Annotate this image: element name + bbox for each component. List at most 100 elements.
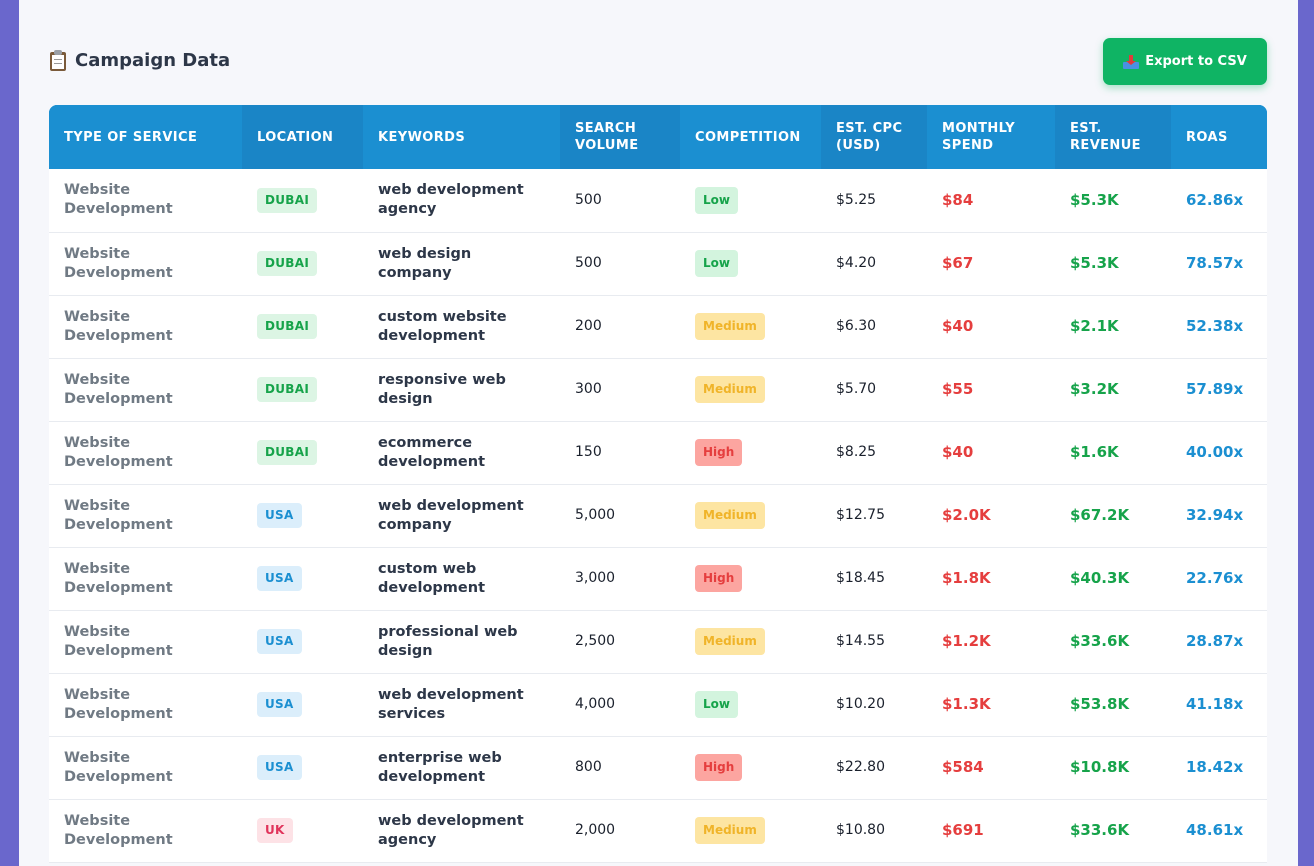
table-header-row: TYPE OF SERVICE LOCATION KEYWORDS SEARCH… [49, 105, 1267, 169]
cell-cpc: $10.80 [836, 822, 885, 838]
cell-location: USA [242, 736, 363, 799]
cell-revenue: $53.8K [1070, 695, 1130, 713]
cell-revenue: $40.3K [1070, 569, 1130, 587]
cell-monthly-spend: $40 [942, 443, 974, 461]
cell-service: Website Development [64, 497, 173, 533]
table-row[interactable]: Website Development UK web development age… [49, 799, 1267, 862]
cell-keyword: responsive web design [378, 371, 506, 407]
cell-roas: 32.94x [1186, 506, 1244, 524]
cell-monthly-spend: $584 [942, 758, 984, 776]
cell-revenue: $33.6K [1070, 821, 1130, 839]
column-header-roas[interactable]: ROAS [1171, 105, 1267, 169]
cell-revenue: $33.6K [1070, 632, 1130, 650]
column-header-search-volume[interactable]: SEARCH VOLUME [560, 105, 680, 169]
cell-competition: Medium [680, 799, 821, 862]
table-row[interactable]: Website Development DUBAI ecommerce develo… [49, 421, 1267, 484]
cell-service: Website Development [64, 182, 173, 218]
cell-location: UK [242, 799, 363, 862]
cell-keyword: web development services [378, 686, 524, 722]
cell-monthly-spend: $40 [942, 317, 974, 335]
table-row[interactable]: Website Development DUBAI custom website d… [49, 295, 1267, 358]
column-header-cpc[interactable]: EST. CPC (USD) [821, 105, 927, 169]
competition-badge: Low [695, 186, 738, 214]
cell-keyword: custom website development [378, 308, 507, 344]
cell-competition: Low [680, 169, 821, 232]
cell-roas: 22.76x [1186, 569, 1244, 587]
competition-badge: Medium [695, 376, 765, 403]
cell-roas: 48.61x [1186, 821, 1244, 839]
cell-location: DUBAI [242, 169, 363, 232]
cell-competition: Medium [680, 484, 821, 547]
cell-roas: 28.87x [1186, 632, 1244, 650]
cell-keyword: custom web development [378, 560, 486, 596]
location-badge: DUBAI [257, 187, 318, 213]
cell-monthly-spend: $67 [942, 254, 974, 272]
table-row[interactable]: Website Development DUBAI responsive web d… [49, 358, 1267, 421]
cell-location: DUBAI [242, 295, 363, 358]
cell-competition: High [680, 547, 821, 610]
cell-location: USA [242, 484, 363, 547]
cell-roas: 62.86x [1186, 190, 1244, 209]
cell-cpc: $10.20 [836, 696, 885, 712]
table-row[interactable]: Website Development USA custom web develop… [49, 547, 1267, 610]
location-badge: DUBAI [257, 440, 318, 465]
location-badge: UK [257, 818, 293, 843]
cell-search-volume: 800 [575, 759, 602, 775]
export-csv-button[interactable]: Export to CSV [1103, 38, 1267, 85]
table-row[interactable]: Website Development USA professional web d… [49, 610, 1267, 673]
competition-badge: Medium [695, 817, 765, 844]
cell-service: Website Development [64, 308, 173, 344]
cell-location: DUBAI [242, 358, 363, 421]
cell-search-volume: 5,000 [575, 507, 616, 523]
cell-service: Website Development [64, 371, 173, 407]
table-row[interactable]: Website Development DUBAI web design compa… [49, 232, 1267, 295]
cell-cpc: $4.20 [836, 255, 877, 271]
column-header-keywords[interactable]: KEYWORDS [363, 105, 560, 169]
competition-badge: High [695, 439, 743, 466]
table-body: Website Development DUBAI web development … [49, 169, 1267, 862]
cell-roas: 41.18x [1186, 695, 1244, 713]
competition-badge: High [695, 754, 743, 781]
cell-cpc: $5.25 [836, 191, 877, 208]
clipboard-icon [49, 50, 67, 71]
column-header-service[interactable]: TYPE OF SERVICE [49, 105, 242, 169]
cell-location: USA [242, 547, 363, 610]
location-badge: USA [257, 755, 302, 780]
column-header-monthly-spend[interactable]: MONTHLY SPEND [927, 105, 1055, 169]
cell-search-volume: 200 [575, 318, 602, 334]
cell-search-volume: 300 [575, 381, 602, 397]
cell-revenue: $2.1K [1070, 317, 1119, 335]
column-header-location[interactable]: LOCATION [242, 105, 363, 169]
cell-revenue: $5.3K [1070, 254, 1119, 272]
column-header-competition[interactable]: COMPETITION [680, 105, 821, 169]
cell-keyword: professional web design [378, 623, 518, 659]
cell-roas: 52.38x [1186, 317, 1244, 335]
cell-search-volume: 150 [575, 444, 602, 460]
cell-keyword: web development company [378, 497, 524, 533]
location-badge: USA [257, 629, 302, 654]
table-row[interactable]: Website Development USA web development se… [49, 673, 1267, 736]
cell-competition: High [680, 736, 821, 799]
cell-location: USA [242, 673, 363, 736]
cell-service: Website Development [64, 686, 173, 722]
cell-revenue: $1.6K [1070, 443, 1119, 461]
cell-competition: Low [680, 673, 821, 736]
cell-roas: 57.89x [1186, 380, 1244, 398]
section-header: Campaign Data Export to CSV [49, 38, 1267, 86]
cell-monthly-spend: $691 [942, 821, 984, 839]
table-row[interactable]: Website Development USA enterprise web dev… [49, 736, 1267, 799]
cell-monthly-spend: $55 [942, 380, 974, 398]
table-row[interactable]: Website Development USA web development co… [49, 484, 1267, 547]
location-badge: DUBAI [257, 314, 318, 339]
cell-location: USA [242, 610, 363, 673]
campaign-table-container: TYPE OF SERVICE LOCATION KEYWORDS SEARCH… [49, 105, 1267, 863]
cell-monthly-spend: $1.3K [942, 695, 991, 713]
cell-competition: Medium [680, 610, 821, 673]
cell-search-volume: 4,000 [575, 696, 616, 712]
table-row[interactable]: Website Development DUBAI web development … [49, 169, 1267, 232]
cell-competition: Medium [680, 358, 821, 421]
column-header-revenue[interactable]: EST. REVENUE [1055, 105, 1171, 169]
cell-cpc: $18.45 [836, 570, 885, 586]
cell-location: DUBAI [242, 421, 363, 484]
cell-monthly-spend: $84 [942, 190, 974, 209]
